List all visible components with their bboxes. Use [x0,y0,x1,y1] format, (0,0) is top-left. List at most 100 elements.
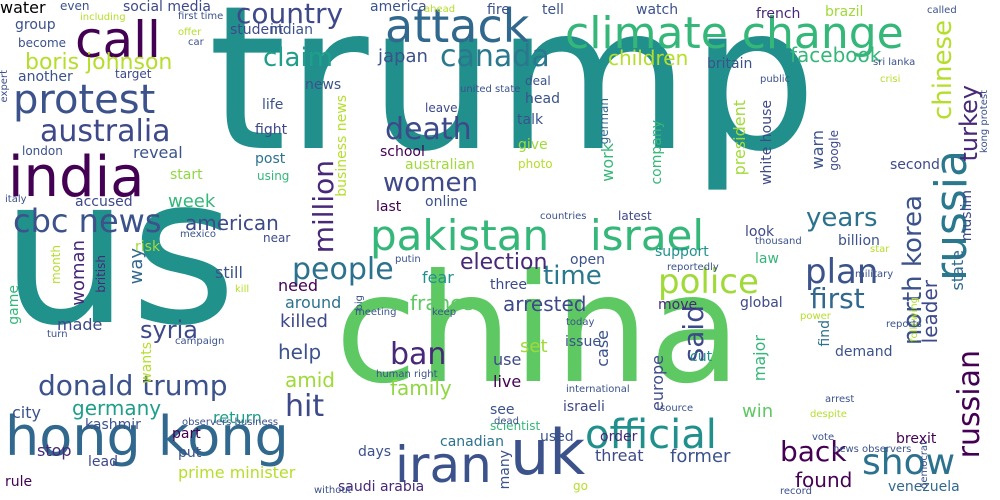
word: offer [178,27,202,38]
word: us [0,133,237,371]
word: plan [805,252,879,292]
word: post [255,151,286,167]
word: reports [886,319,922,330]
word: threat [595,446,644,465]
word: public [760,74,791,85]
word: pakistan [370,211,550,260]
word: time [543,261,602,291]
word: turn [47,329,68,340]
word: brazil [825,4,864,20]
word: leader [918,280,942,344]
word: kong protest [979,90,990,153]
word: group [15,17,56,33]
word: news [305,77,342,93]
word: set [520,336,548,357]
word: warn [808,130,827,170]
word: company [649,120,665,185]
word: even [60,0,90,13]
word: win [742,401,774,422]
word: official [585,412,717,458]
word: india [8,145,145,210]
word: campaign [175,336,225,347]
word: fight [255,122,288,138]
word: facebook [790,43,882,67]
word: sri lanka [873,57,916,68]
word: family [390,376,452,400]
word: look [745,224,775,240]
word: second [890,157,940,173]
word: first time [178,11,224,22]
word: ahead [424,4,456,15]
word: france [410,291,474,315]
word: source [660,403,694,414]
word: watch [636,2,679,18]
word: people [292,252,394,287]
word: scientist [490,419,541,433]
word: protest [13,77,156,123]
word: risk [135,239,161,255]
word: french [756,6,801,22]
word: chinese [928,20,958,121]
word: found [795,468,853,492]
word: amid [285,368,335,392]
word: expert [0,70,10,103]
word: without [314,485,352,496]
word: cut [690,349,713,365]
word: crisi [880,74,901,85]
word: week [168,191,216,212]
word: around [285,293,342,312]
word: game [6,285,22,325]
word: talk [517,112,544,128]
word: put [178,445,202,461]
word: american [185,211,279,235]
word: find [817,320,833,347]
word: australia [40,114,171,149]
word: donald trump [38,369,228,402]
word: woman [68,240,89,306]
word: school [380,144,425,160]
word: fire [487,2,510,18]
word: major [750,335,769,382]
word: accused [75,194,133,210]
word: back [780,435,847,468]
word: observers business [182,417,279,428]
word: london [22,144,63,158]
word: britain [707,56,753,72]
word: cbc news [13,202,162,240]
word: country [236,0,344,30]
word: hit [285,389,325,424]
word: today [566,317,595,328]
word: call [75,11,161,69]
word: tell [542,2,564,18]
word: meeting [355,307,397,318]
word: live [493,372,522,391]
word: days [358,444,392,460]
word: brexit [896,431,937,447]
word: car [188,37,204,48]
word: see [490,402,515,418]
word: fear [422,268,454,287]
word: saudi arabia [338,479,425,495]
word: last [376,199,402,215]
word: star [870,244,890,255]
word: help [278,340,322,364]
word: student [230,22,284,38]
word: australian [405,157,475,173]
word: israeli [563,399,605,415]
word: hong kong [5,405,289,468]
word: google [827,130,841,171]
word: putin [395,254,421,265]
word: order [600,429,638,445]
word: iran [395,436,492,494]
word: near [263,231,291,245]
word: target [115,67,152,81]
word: deal [525,74,551,88]
word: head [525,91,560,107]
word: white house [759,100,775,185]
word: death [385,112,472,147]
word: law [755,251,779,267]
word: prime minister [178,463,296,482]
word: election [460,250,548,275]
word: month [49,245,63,284]
